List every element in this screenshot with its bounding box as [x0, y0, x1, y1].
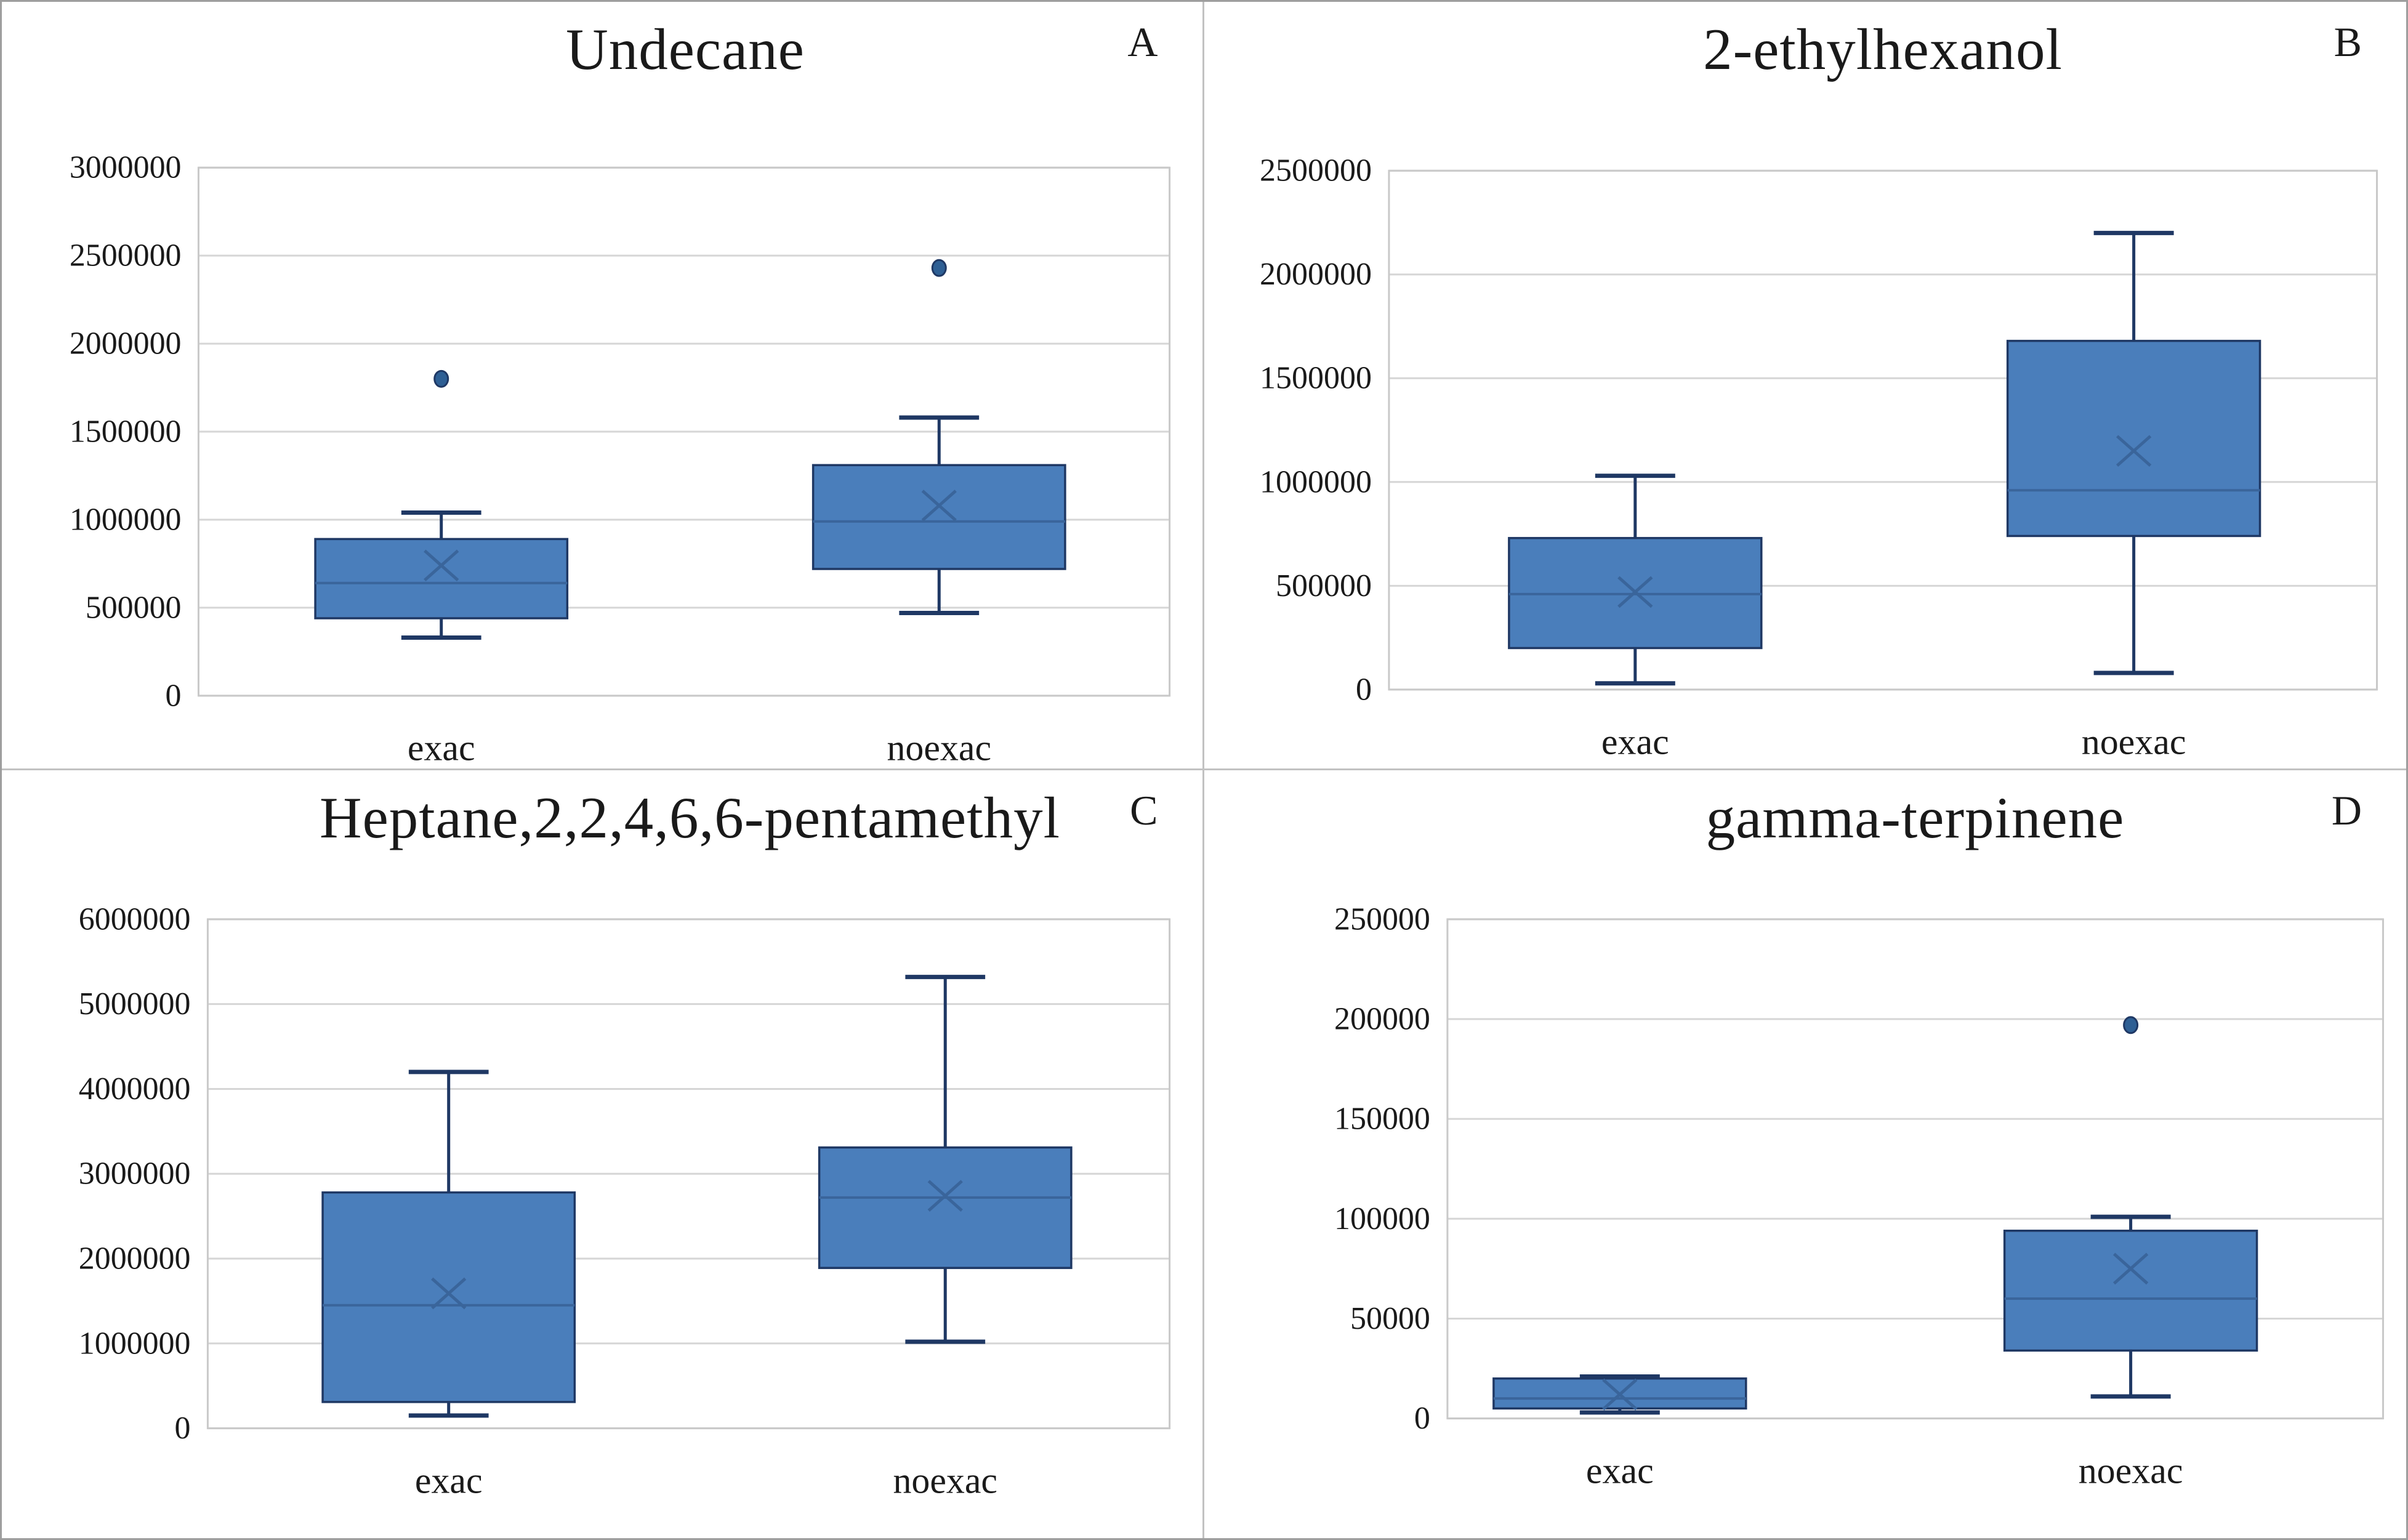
y-tick-label: 2500000 [1260, 153, 1372, 188]
mean-marker [424, 549, 459, 582]
panel-letter: A [1127, 18, 1158, 65]
y-tick-label: 2000000 [79, 1241, 191, 1276]
y-tick-label: 50000 [1350, 1300, 1430, 1336]
panel-2-ethylhexanol: 2-ethylhexanol B 0 500000 1000000 1500000 20… [1204, 2, 2406, 770]
panel-undecane: Undecane A 0 500000 1000000 1500000 2000000 2… [2, 2, 1204, 770]
y-tick-label: 1000000 [70, 502, 182, 537]
mean-marker [2116, 435, 2151, 467]
x-category-label: noexac [887, 728, 991, 768]
y-tick-label: 500000 [1276, 568, 1372, 603]
y-tick-label: 1000000 [1260, 464, 1372, 499]
y-tick-label: 3000000 [70, 150, 182, 185]
panel-heptane-pentamethyl: Heptane,2,2,4,6,6-pentamethyl C 0 1000000… [2, 770, 1204, 1538]
y-tick-label: 2500000 [70, 238, 182, 273]
panel-gamma-terpinene: gamma-terpinene D 0 50000 100000 150000 2000… [1204, 770, 2406, 1538]
y-tick-label: 2000000 [70, 326, 182, 361]
y-tick-label: 0 [1355, 672, 1371, 707]
plot-area-border [206, 917, 1171, 1429]
y-tick-label: 0 [174, 1411, 190, 1446]
x-category-label: noexac [2078, 1450, 2183, 1491]
y-tick-label: 6000000 [79, 901, 191, 937]
x-category-label: exac [408, 728, 475, 768]
panel-letter: D [2331, 786, 2362, 834]
y-tick-label: 4000000 [79, 1071, 191, 1106]
iqr-box-noexac [2003, 1229, 2258, 1352]
iqr-box-exac [314, 538, 569, 619]
chart-title: 2-ethylhexanol [1703, 17, 2063, 82]
iqr-box-noexac [818, 1146, 1073, 1269]
y-tick-label: 2000000 [1260, 257, 1372, 292]
outlier-point [931, 259, 947, 277]
iqr-box-noexac [811, 464, 1066, 570]
x-category-label: exac [415, 1460, 483, 1501]
mean-marker [1601, 1378, 1637, 1411]
boxplot-heptane-pentamethyl: 0 1000000 2000000 3000000 4000000 5000000 6000… [79, 901, 1171, 1501]
x-category-label: exac [1601, 722, 1669, 762]
chart-title: gamma-terpinene [1705, 784, 2125, 850]
y-tick-label: 500000 [86, 590, 182, 625]
mean-marker [921, 490, 957, 522]
plot-area-border [1387, 169, 2378, 691]
panel-letter: B [2334, 18, 2362, 65]
y-tick-label: 1500000 [1260, 361, 1372, 396]
mean-marker [431, 1277, 467, 1309]
boxplot-2-ethylhexanol: 0 500000 1000000 1500000 2000000 2500000 exac n… [1260, 153, 2378, 762]
y-tick-label: 100000 [1334, 1201, 1430, 1236]
x-category-label: noexac [893, 1460, 997, 1501]
y-tick-label: 200000 [1334, 1001, 1430, 1036]
y-tick-label: 250000 [1334, 901, 1430, 937]
chart-title: Heptane,2,2,4,6,6-pentamethyl [320, 784, 1060, 850]
outlier-point [433, 369, 449, 388]
iqr-box-noexac [2006, 339, 2261, 538]
boxplot-undecane: 0 500000 1000000 1500000 2000000 2500000 30000… [70, 150, 1171, 768]
x-category-label: exac [1585, 1450, 1653, 1491]
mean-marker [927, 1179, 963, 1212]
outlier-point [2122, 1015, 2138, 1034]
y-tick-label: 1000000 [79, 1326, 191, 1361]
y-tick-label: 0 [1414, 1401, 1430, 1436]
panel-letter: C [1130, 786, 1158, 834]
y-tick-label: 1500000 [70, 414, 182, 450]
mean-marker [1617, 576, 1653, 608]
y-tick-label: 150000 [1334, 1101, 1430, 1136]
boxplot-gamma-terpinene: 0 50000 100000 150000 200000 250000 exac noexac [1334, 901, 2384, 1491]
y-tick-label: 3000000 [79, 1156, 191, 1191]
mean-marker [2112, 1252, 2148, 1284]
plot-area-border [197, 166, 1171, 697]
x-category-label: noexac [2081, 722, 2186, 762]
chart-title: Undecane [566, 17, 805, 82]
plot-area-border [1446, 917, 2384, 1419]
y-tick-label: 0 [166, 678, 182, 713]
iqr-box-exac [321, 1191, 576, 1403]
y-tick-label: 5000000 [79, 986, 191, 1022]
